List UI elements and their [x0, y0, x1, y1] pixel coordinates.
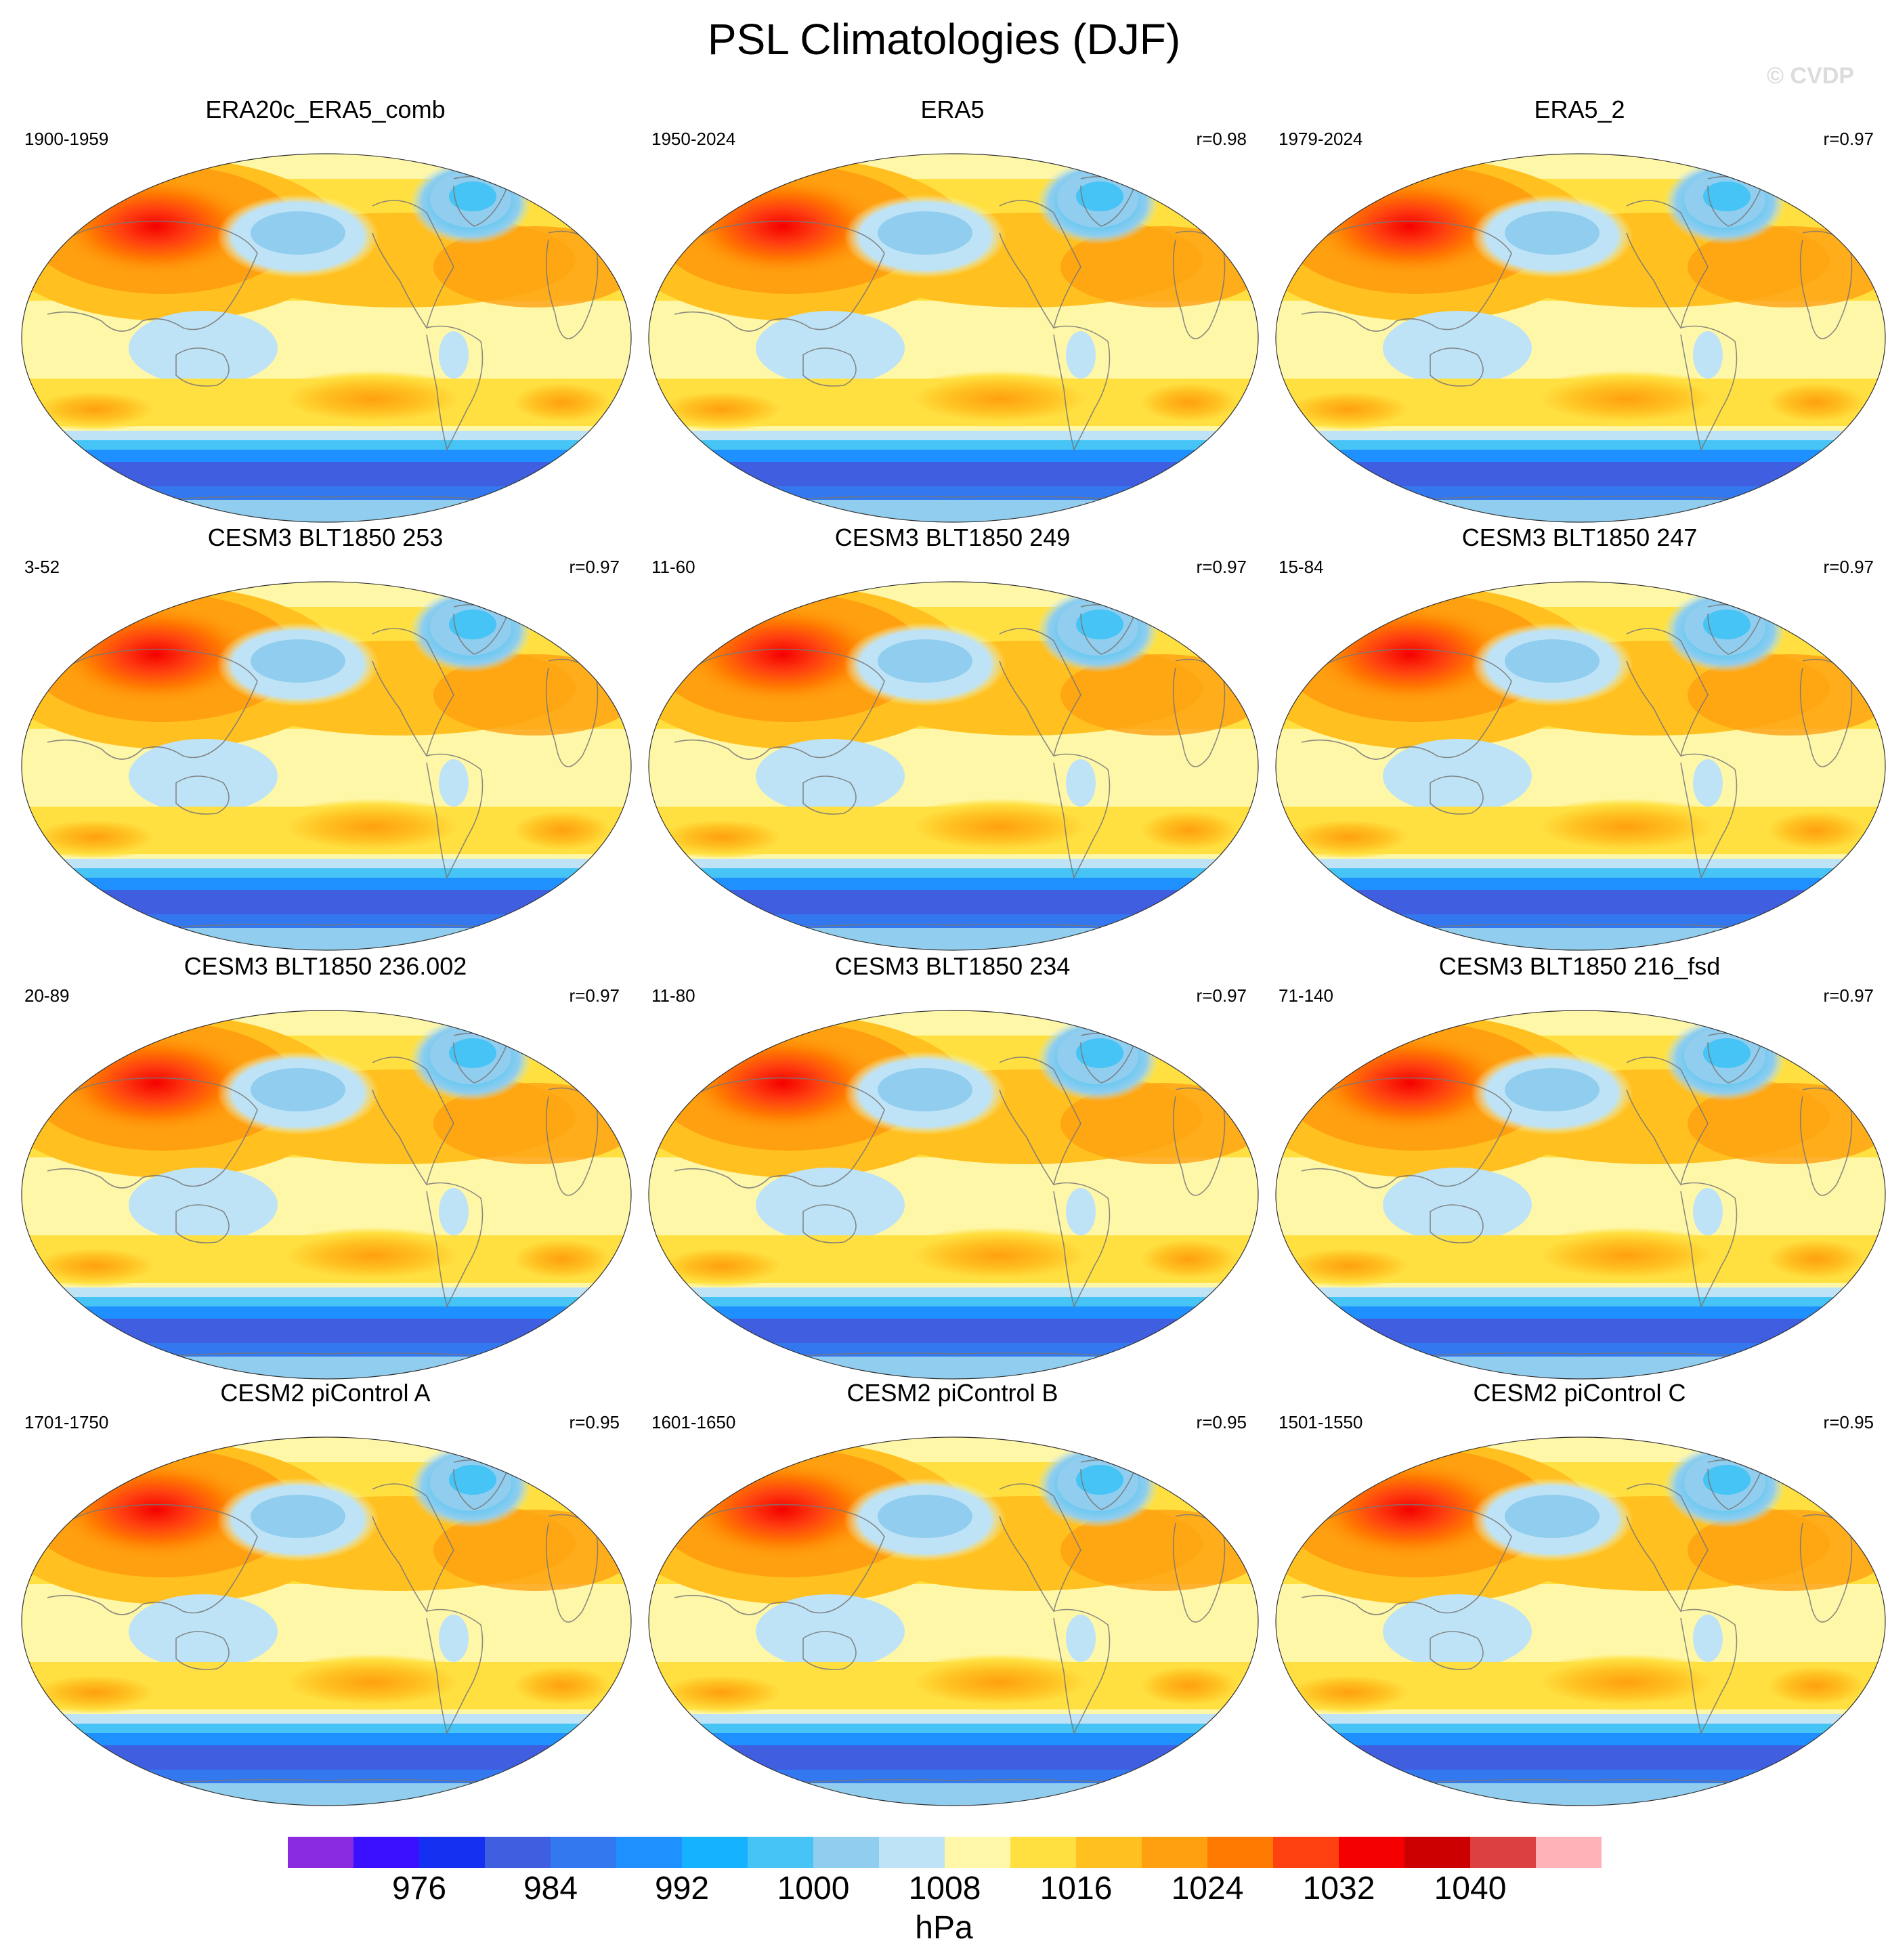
map-panel: CESM3 BLT1850 249 11-60 r=0.97 [639, 523, 1266, 954]
colorbar-box [1010, 1837, 1077, 1868]
colorbar-tick-label: 992 [654, 1871, 710, 1906]
psl-map [648, 1436, 1259, 1806]
psl-map [21, 1436, 632, 1806]
panel-title: ERA20c_ERA5_comb [205, 95, 446, 123]
colorbar-box [1207, 1837, 1274, 1868]
colorbar-box [1076, 1837, 1142, 1868]
panel-period: 11-60 [651, 557, 695, 577]
panel-correlation: r=0.98 [1196, 129, 1247, 149]
panel-title: CESM3 BLT1850 216_fsd [1438, 952, 1721, 980]
panel-period: 11-80 [651, 985, 695, 1006]
colorbar-box [682, 1837, 748, 1868]
panel-title: CESM2 piControl A [220, 1379, 431, 1407]
panel-correlation: r=0.95 [569, 1412, 620, 1432]
panel-title: ERA5_2 [1534, 95, 1625, 123]
panel-period: 15-84 [1279, 557, 1324, 577]
colorbar-box [813, 1837, 880, 1868]
map-panel: ERA20c_ERA5_comb 1900-1959 [12, 95, 639, 526]
colorbar-tick-label: 1000 [777, 1871, 850, 1906]
panel-title: CESM2 piControl C [1473, 1379, 1686, 1407]
panel-correlation: r=0.97 [1823, 557, 1874, 577]
colorbar-box [1142, 1837, 1208, 1868]
panel-title: CESM2 piControl B [846, 1379, 1058, 1407]
panel-period: 1979-2024 [1279, 129, 1363, 149]
colorbar-box [1536, 1837, 1602, 1868]
panel-correlation: r=0.95 [1196, 1412, 1247, 1432]
colorbar-tick-label: 1032 [1302, 1871, 1375, 1906]
psl-map [648, 153, 1259, 523]
panel-period: 20-89 [24, 985, 70, 1006]
colorbar-box [1470, 1837, 1537, 1868]
colorbar-box [551, 1837, 617, 1868]
panel-period: 1601-1650 [651, 1412, 736, 1432]
watermark: © CVDP [1767, 63, 1854, 89]
panel-period: 1701-1750 [24, 1412, 109, 1432]
colorbar-box [945, 1837, 1011, 1868]
colorbar-tick-label: 984 [523, 1871, 578, 1906]
panel-title: CESM3 BLT1850 253 [207, 524, 444, 551]
colorbar-box [748, 1837, 814, 1868]
map-panel: CESM3 BLT1850 247 15-84 r=0.97 [1266, 523, 1888, 954]
map-panel: CESM2 piControl A 1701-1750 r=0.95 [12, 1378, 639, 1809]
map-panel: CESM2 piControl C 1501-1550 r=0.95 [1266, 1378, 1888, 1809]
colorbar-tick-label: 1024 [1171, 1871, 1244, 1906]
psl-map [648, 581, 1259, 951]
panel-title: CESM3 BLT1850 247 [1461, 524, 1698, 551]
colorbar-tick-label: 1040 [1434, 1871, 1507, 1906]
psl-map [1275, 153, 1886, 523]
panel-correlation: r=0.97 [1823, 129, 1874, 149]
colorbar-box [1273, 1837, 1339, 1868]
panel-period: 1501-1550 [1279, 1412, 1363, 1432]
panel-correlation: r=0.97 [1823, 985, 1874, 1006]
panel-title: CESM3 BLT1850 236.002 [184, 952, 467, 980]
colorbar-units: hPa [915, 1910, 973, 1946]
psl-map [21, 153, 632, 523]
panel-title: CESM3 BLT1850 249 [834, 524, 1071, 551]
panel-correlation: r=0.97 [1196, 557, 1247, 577]
psl-map [21, 1010, 632, 1380]
panel-correlation: r=0.95 [1823, 1412, 1874, 1432]
panel-period: 1900-1959 [24, 129, 109, 149]
colorbar-tick-label: 1008 [908, 1871, 981, 1906]
panel-correlation: r=0.97 [1196, 985, 1247, 1006]
map-panel: CESM2 piControl B 1601-1650 r=0.95 [639, 1378, 1266, 1809]
panel-title: CESM3 BLT1850 234 [834, 952, 1071, 980]
map-panel: ERA5_2 1979-2024 r=0.97 [1266, 95, 1888, 526]
map-panel: CESM3 BLT1850 234 11-80 r=0.97 [639, 952, 1266, 1382]
figure-title: PSL Climatologies (DJF) [707, 15, 1181, 64]
panel-period: 1950-2024 [651, 129, 736, 149]
colorbar [288, 1837, 1602, 1868]
panel-period: 3-52 [24, 557, 60, 577]
map-panel: ERA5 1950-2024 r=0.98 [639, 95, 1266, 526]
psl-map [21, 581, 632, 951]
panel-period: 71-140 [1279, 985, 1333, 1006]
map-panel: CESM3 BLT1850 216_fsd 71-140 r=0.97 [1266, 952, 1888, 1382]
map-panel: CESM3 BLT1850 236.002 20-89 r=0.97 [12, 952, 639, 1382]
psl-map [1275, 1010, 1886, 1380]
psl-map [1275, 1436, 1886, 1806]
colorbar-box [879, 1837, 945, 1868]
colorbar-box [616, 1837, 683, 1868]
colorbar-box [1339, 1837, 1405, 1868]
colorbar-box [353, 1837, 420, 1868]
colorbar-tick-label: 1016 [1039, 1871, 1113, 1906]
colorbar-box [288, 1837, 354, 1868]
colorbar-tick-label: 976 [391, 1871, 447, 1906]
panel-title: ERA5 [920, 95, 985, 123]
psl-map [648, 1010, 1259, 1380]
colorbar-box [485, 1837, 551, 1868]
panel-correlation: r=0.97 [569, 557, 620, 577]
colorbar-box [1404, 1837, 1471, 1868]
psl-map [1275, 581, 1886, 951]
panel-correlation: r=0.97 [569, 985, 620, 1006]
map-panel: CESM3 BLT1850 253 3-52 r=0.97 [12, 523, 639, 954]
colorbar-box [419, 1837, 486, 1868]
